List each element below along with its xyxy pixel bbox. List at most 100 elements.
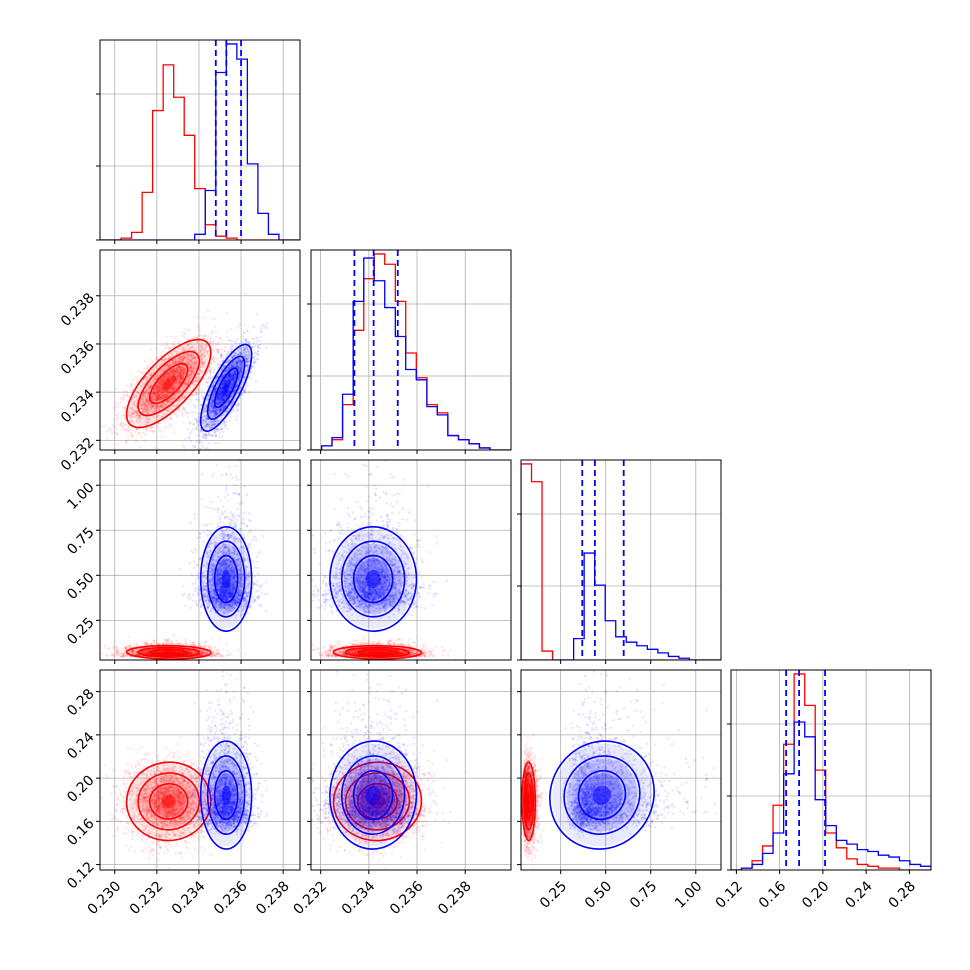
sample-point	[188, 402, 191, 405]
sample-point	[156, 393, 160, 396]
sample-point	[190, 370, 194, 373]
sample-point	[157, 390, 160, 393]
sample-point	[189, 348, 192, 351]
sample-point	[189, 360, 192, 363]
sample-point	[173, 361, 177, 364]
panel-0-0	[96, 39, 301, 244]
sample-point	[183, 370, 186, 373]
sample-point	[184, 346, 187, 349]
sample-point	[167, 390, 170, 393]
sample-point	[146, 403, 149, 407]
sample-point	[147, 384, 150, 387]
sample-point	[198, 372, 201, 376]
sample-point	[161, 390, 164, 394]
sample-point	[156, 391, 160, 394]
sample-point	[215, 335, 218, 339]
sample-point	[167, 372, 170, 376]
sample-point	[181, 346, 185, 349]
sample-point	[177, 399, 180, 403]
sample-point	[145, 405, 149, 409]
sample-point	[179, 374, 182, 377]
sample-point	[189, 366, 193, 369]
sample-point	[172, 373, 176, 377]
sample-point	[255, 312, 259, 316]
sample-point	[175, 352, 178, 356]
sample-point	[186, 354, 189, 358]
sample-point	[140, 397, 143, 400]
sample-point	[168, 423, 171, 427]
sample-point	[190, 369, 194, 373]
sample-point	[203, 351, 207, 354]
sample-point	[131, 434, 134, 437]
sample-point	[254, 340, 258, 343]
sample-point	[143, 392, 146, 395]
sample-point	[153, 391, 156, 394]
sample-point	[155, 388, 158, 391]
sample-point	[158, 388, 162, 392]
sample-point	[195, 376, 199, 379]
sample-point	[119, 423, 123, 427]
sample-point	[187, 353, 190, 356]
sample-point	[194, 362, 198, 366]
sample-point	[198, 348, 202, 351]
sample-point	[201, 357, 204, 360]
sample-point	[135, 390, 138, 393]
sample-point	[183, 383, 186, 386]
sample-point	[190, 370, 193, 373]
sample-point	[182, 367, 185, 371]
sample-point	[211, 359, 214, 362]
sample-point	[157, 386, 160, 390]
sample-point	[206, 351, 209, 354]
sample-point	[141, 422, 144, 425]
sample-point	[175, 392, 178, 395]
sample-point	[156, 391, 160, 394]
sample-point	[168, 365, 171, 368]
sample-point	[201, 370, 204, 373]
sample-point	[259, 346, 262, 350]
sample-point	[147, 411, 150, 414]
sample-point	[135, 428, 139, 431]
sample-point	[156, 393, 160, 396]
sample-point	[187, 361, 191, 364]
sample-point	[187, 411, 190, 415]
sample-point	[171, 342, 175, 346]
sample-point	[156, 398, 159, 401]
sample-point	[170, 400, 173, 404]
sample-point	[178, 383, 181, 386]
sample-point	[223, 349, 226, 353]
sample-point	[191, 369, 194, 373]
sample-point	[167, 401, 170, 404]
sample-point	[184, 412, 188, 415]
sample-point	[152, 410, 155, 414]
sample-point	[131, 420, 135, 423]
sample-point	[253, 352, 256, 355]
sample-point	[150, 396, 153, 400]
sample-point	[160, 368, 163, 371]
sample-point	[159, 354, 163, 357]
sample-point	[210, 330, 213, 333]
sample-point	[151, 425, 154, 428]
sample-point	[159, 378, 163, 381]
sample-point	[136, 398, 139, 401]
sample-point	[193, 379, 196, 383]
sample-point	[168, 401, 171, 404]
sample-point	[130, 372, 133, 376]
sample-point	[171, 361, 174, 364]
sample-point	[151, 421, 154, 424]
sample-point	[148, 403, 151, 406]
sample-point	[238, 403, 241, 406]
sample-point	[183, 356, 186, 360]
sample-point	[182, 421, 185, 424]
sample-point	[190, 357, 194, 360]
sample-point	[187, 437, 190, 440]
sample-point	[195, 379, 198, 382]
sample-point	[133, 410, 136, 413]
sample-point	[138, 378, 141, 381]
sample-point	[189, 371, 193, 374]
sample-point	[173, 363, 176, 366]
sample-point	[216, 348, 219, 351]
sample-point	[166, 417, 169, 420]
sample-point	[194, 367, 197, 371]
sample-point	[212, 358, 215, 361]
sample-point	[193, 380, 196, 383]
